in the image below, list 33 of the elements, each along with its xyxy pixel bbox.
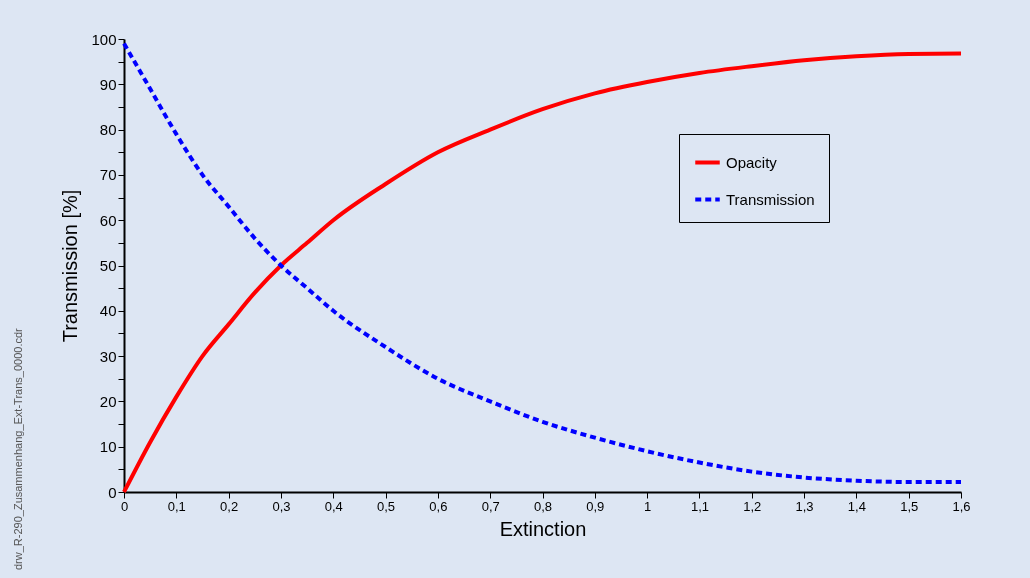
y-tick-label: 30 — [99, 347, 117, 365]
x-tick-label: 1,3 — [795, 498, 814, 514]
text: drw_R-290_Zusammenhang_Ext-Trans_0000.cdr — [12, 328, 24, 570]
x-tick-label: 1,1 — [690, 498, 709, 514]
y-tick-label: 40 — [99, 302, 117, 320]
y-tick-label: 20 — [99, 392, 117, 410]
x-tick-label: 0,1 — [167, 498, 186, 514]
x-tick-label: 0,2 — [220, 498, 239, 514]
x-axis-title: Extinction — [499, 517, 587, 540]
x-tick-label: 0,8 — [533, 498, 553, 514]
y-axis-title: Transmission [%] — [59, 189, 82, 343]
x-tick-label: 1,4 — [847, 498, 866, 514]
legend-label: Opacity — [726, 153, 778, 171]
y-tick-label: 70 — [99, 166, 117, 184]
x-tick-label: 0,9 — [586, 498, 605, 514]
y-tick-label: 10 — [99, 438, 117, 456]
y-tick-label: 80 — [99, 121, 117, 139]
legend-label: Transmission — [726, 190, 815, 208]
x-tick-label: 0 — [120, 498, 129, 514]
y-tick-label: 0 — [108, 483, 117, 501]
x-tick-label: 1,6 — [952, 498, 971, 514]
x-tick-label: 0,5 — [377, 498, 396, 514]
y-tick-label: 60 — [99, 211, 117, 229]
x-tick-label: 1 — [644, 498, 652, 514]
x-tick-label: 0,4 — [324, 498, 343, 514]
x-tick-label: 0,7 — [481, 498, 500, 514]
x-tick-label: 0,6 — [429, 498, 448, 514]
x-tick-label: 0,3 — [272, 498, 291, 514]
y-tick-label: 90 — [99, 75, 117, 93]
y-tick-label: 50 — [99, 257, 117, 274]
y-tick-label: 100 — [91, 30, 117, 48]
x-tick-label: 1,5 — [900, 498, 919, 514]
x-tick-label: 1,2 — [743, 498, 762, 514]
